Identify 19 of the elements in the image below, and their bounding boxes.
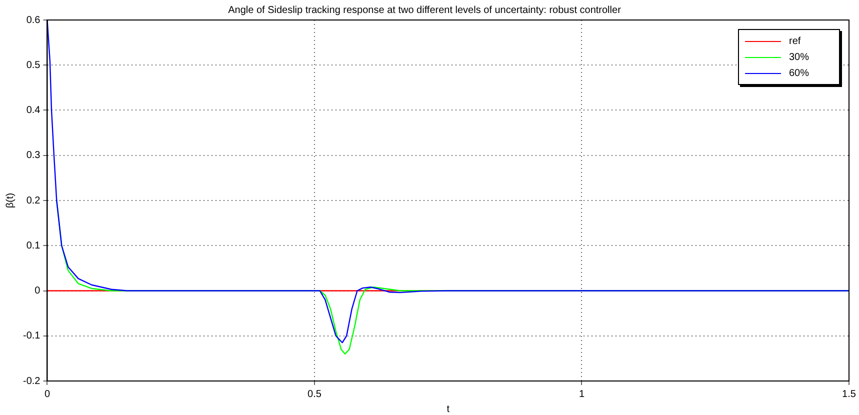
y-tick-label: 0.3	[26, 150, 41, 162]
legend-label: 30%	[789, 52, 810, 62]
y-tick-label: 0	[34, 286, 41, 296]
y-tick-label: -0.2	[22, 376, 41, 387]
chart-title: Angle of Sideslip tracking response at two different levels of uncertainty: robust controller	[228, 4, 622, 16]
x-tick-label: 1	[578, 388, 585, 400]
y-tick-label: 0.6	[26, 14, 41, 26]
y-tick-label: 0.5	[26, 60, 41, 71]
y-tick-label: 0.4	[26, 105, 41, 116]
legend-label: ref	[789, 36, 801, 46]
x-tick-label: 1.5	[842, 388, 856, 400]
y-tick-label: 0.2	[26, 195, 41, 206]
x-tick-label: 0	[44, 388, 50, 400]
y-axis-title: β(t)	[4, 192, 16, 208]
legend-label: 60%	[789, 68, 810, 78]
x-tick-label: 0.5	[308, 388, 322, 400]
y-tick-label: -0.1	[22, 330, 41, 342]
x-axis-title: t	[446, 404, 450, 415]
y-tick-label: 0.1	[26, 240, 41, 252]
